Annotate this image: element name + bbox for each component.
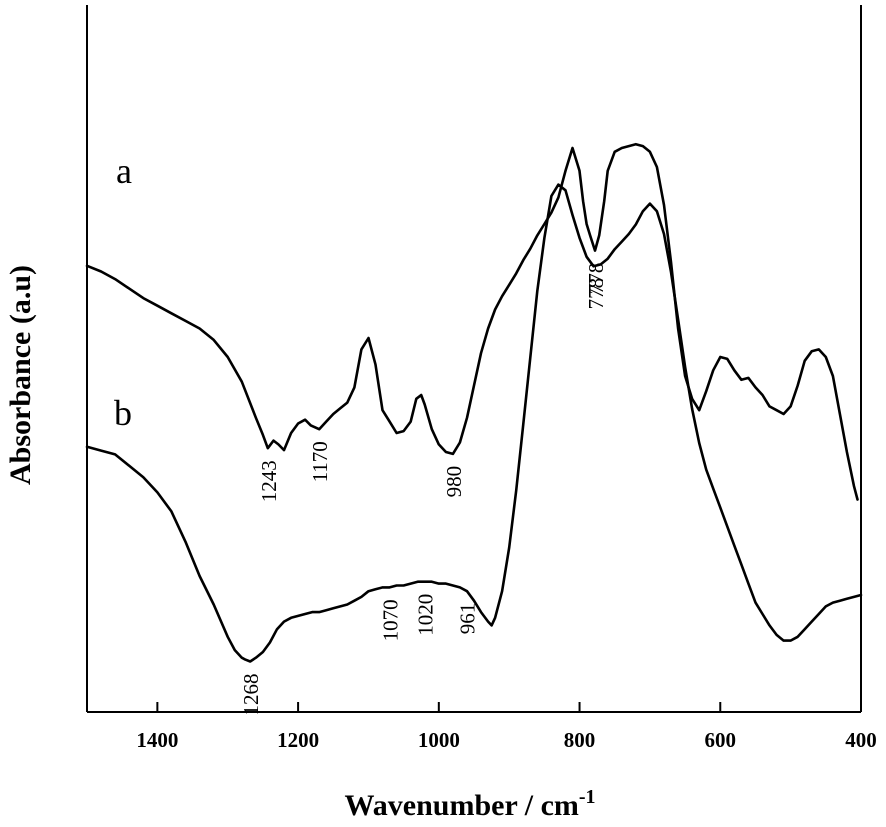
peak-label: 1070	[379, 599, 403, 641]
y-axis-title: Absorbance (a.u)	[4, 265, 37, 485]
x-ticks	[156, 702, 862, 712]
peak-label: 1268	[239, 674, 263, 716]
x-tick-label: 600	[705, 728, 737, 752]
peak-label: 778	[584, 263, 608, 295]
x-tick-label: 1400	[136, 728, 178, 752]
series-label-a: a	[116, 151, 132, 191]
x-axis-title-superscript: -1	[579, 786, 596, 808]
x-tick-label: 400	[845, 728, 877, 752]
x-tick-label: 800	[564, 728, 596, 752]
x-axis-title-text: Wavenumber / cm	[344, 789, 578, 822]
spectrum-curve-a	[85, 142, 859, 501]
x-tick-label: 1000	[418, 728, 460, 752]
peak-label: 778	[584, 278, 608, 310]
peak-label: 961	[455, 603, 479, 635]
peak-label: 980	[442, 466, 466, 498]
x-tick-label: 1200	[277, 728, 319, 752]
peak-label: 1170	[308, 441, 332, 482]
peak-label: 1020	[414, 594, 438, 636]
x-axis-title: Wavenumber / cm-1	[344, 786, 595, 822]
x-tick-labels: 1400 1200 1000 800 600 400	[136, 728, 876, 752]
peak-label: 1243	[257, 460, 281, 502]
spectra	[85, 142, 863, 663]
series-label-b: b	[114, 393, 132, 433]
peak-labels: 1243 1170 980 778 1268 1070 1020 961 778	[239, 263, 608, 716]
series-labels: ab	[114, 151, 132, 433]
spectrum-curve-b	[85, 183, 863, 663]
